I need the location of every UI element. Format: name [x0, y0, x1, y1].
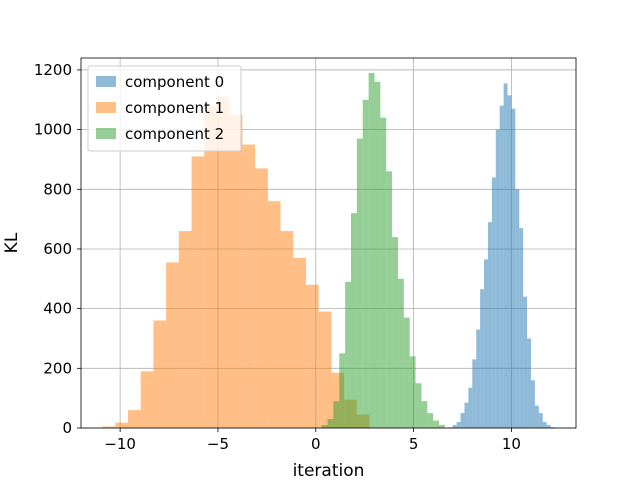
histogram-bar — [333, 401, 340, 428]
histogram-bar — [523, 296, 528, 428]
histogram-bar — [546, 425, 551, 428]
histogram-bar — [380, 117, 387, 428]
histogram-bar — [415, 383, 422, 428]
legend-label: component 2 — [125, 125, 224, 143]
histogram-bar — [519, 228, 524, 428]
histogram-bar — [392, 237, 398, 428]
histogram-bar — [140, 371, 154, 428]
histogram-bar — [538, 413, 543, 428]
histogram-bar — [472, 359, 477, 428]
histogram-bar — [550, 427, 555, 428]
y-tick-label: 600 — [43, 240, 72, 258]
y-tick-label: 0 — [62, 419, 72, 437]
plot-area-frame — [80, 57, 577, 429]
histogram-bar — [306, 284, 319, 428]
legend-swatch — [96, 102, 116, 113]
histogram-bar — [480, 289, 485, 428]
histogram-bar — [386, 171, 393, 429]
histogram-bar — [216, 96, 230, 429]
histogram-bar — [178, 231, 192, 428]
histogram-bar — [191, 156, 205, 428]
x-axis-label: iteration — [293, 461, 365, 480]
x-tick-label: 5 — [409, 435, 419, 453]
histogram-bar — [456, 422, 461, 428]
histogram-bar — [507, 95, 512, 428]
histogram-bar — [318, 311, 332, 428]
histogram-bar — [499, 105, 504, 428]
histogram-bar — [464, 402, 469, 428]
histogram-bar — [204, 105, 217, 428]
x-tick-label: −10 — [104, 435, 136, 453]
histogram-bar — [293, 257, 306, 428]
histogram-bar — [433, 420, 440, 428]
series-2-bars — [321, 72, 445, 429]
histogram-bar — [421, 401, 428, 428]
histogram-bar — [427, 413, 434, 428]
histogram-bar — [503, 83, 508, 428]
y-tick-label: 400 — [43, 300, 72, 318]
legend-swatch — [96, 128, 116, 139]
histogram-bar — [327, 419, 334, 428]
histogram-bar — [229, 114, 243, 429]
x-tick-label: 0 — [311, 435, 321, 453]
series-0-bars — [448, 83, 555, 429]
histogram-bar — [491, 177, 496, 428]
histogram-bar — [487, 222, 492, 428]
series-1-bars — [102, 96, 370, 429]
histogram-bar — [255, 168, 268, 428]
y-axis-label: KL — [2, 232, 22, 253]
histogram-bar — [127, 410, 141, 428]
histogram-bar — [476, 329, 481, 428]
histogram-bar — [452, 425, 457, 428]
histogram-bar — [345, 281, 351, 428]
y-tick-label: 200 — [43, 359, 72, 377]
histogram-bar — [267, 201, 281, 428]
histogram-bar — [484, 259, 488, 428]
histogram-bar — [531, 380, 535, 428]
legend: component 0 component 1 component 2 — [87, 65, 242, 152]
histogram-bar — [542, 422, 547, 428]
y-tick-label: 1000 — [34, 121, 72, 139]
histogram-bar — [351, 213, 357, 428]
histogram-bar — [280, 231, 294, 428]
histogram-bar — [439, 425, 445, 428]
histogram-bar — [166, 262, 179, 428]
histogram-bar — [527, 338, 531, 428]
histogram-bar — [362, 99, 369, 428]
histogram-bar — [115, 422, 128, 428]
histogram-bar — [356, 138, 363, 428]
histogram-bar — [409, 356, 416, 428]
histogram-bar — [102, 426, 116, 428]
histogram-bar — [460, 413, 465, 428]
histogram-bar — [153, 320, 167, 428]
histogram-bar — [515, 189, 520, 428]
histogram-bar — [534, 405, 539, 428]
bars-layer — [102, 72, 555, 429]
histogram-bar — [397, 278, 404, 428]
legend-swatch — [96, 76, 116, 87]
legend-label: component 1 — [125, 99, 224, 117]
histogram-bar — [511, 108, 516, 429]
legend-box — [87, 65, 242, 152]
legend-label: component 0 — [125, 73, 224, 91]
histogram-bar — [321, 425, 328, 428]
x-tick-label: 10 — [502, 435, 521, 453]
histogram-bar — [339, 353, 346, 428]
histogram-bar — [403, 317, 410, 428]
axis-ticks: −10 −5 0 5 10 0 200 400 600 800 1000 1200 — [34, 61, 521, 453]
histogram-bar — [368, 72, 375, 428]
histogram-bar — [468, 387, 473, 428]
histogram-bar — [495, 129, 500, 428]
y-tick-label: 1200 — [34, 61, 72, 79]
x-tick-label: −5 — [207, 435, 229, 453]
y-tick-label: 800 — [43, 180, 72, 198]
histogram-bar — [374, 81, 381, 428]
histogram-bar — [242, 144, 256, 428]
